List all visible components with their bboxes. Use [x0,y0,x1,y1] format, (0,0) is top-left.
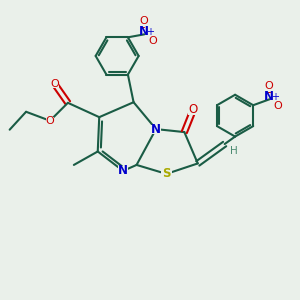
Text: O: O [140,16,148,26]
Text: +: + [146,27,154,37]
Text: O: O [46,116,54,126]
Text: N: N [151,123,161,136]
Bar [188,107,197,116]
Text: O: O [50,79,59,89]
Text: O: O [265,81,273,91]
Bar [50,80,59,88]
Bar [118,167,128,176]
Text: O: O [148,36,157,46]
Text: S: S [162,167,171,180]
Text: +: + [271,92,279,102]
Bar [151,124,161,134]
Text: N: N [264,90,274,103]
Text: -: - [141,21,145,34]
Text: O: O [188,103,197,116]
Text: N: N [139,26,149,38]
Text: N: N [118,164,128,177]
Text: O: O [274,101,282,111]
Text: H: H [230,146,238,156]
Bar [161,169,172,178]
Text: -: - [266,86,270,99]
Bar [46,117,54,124]
